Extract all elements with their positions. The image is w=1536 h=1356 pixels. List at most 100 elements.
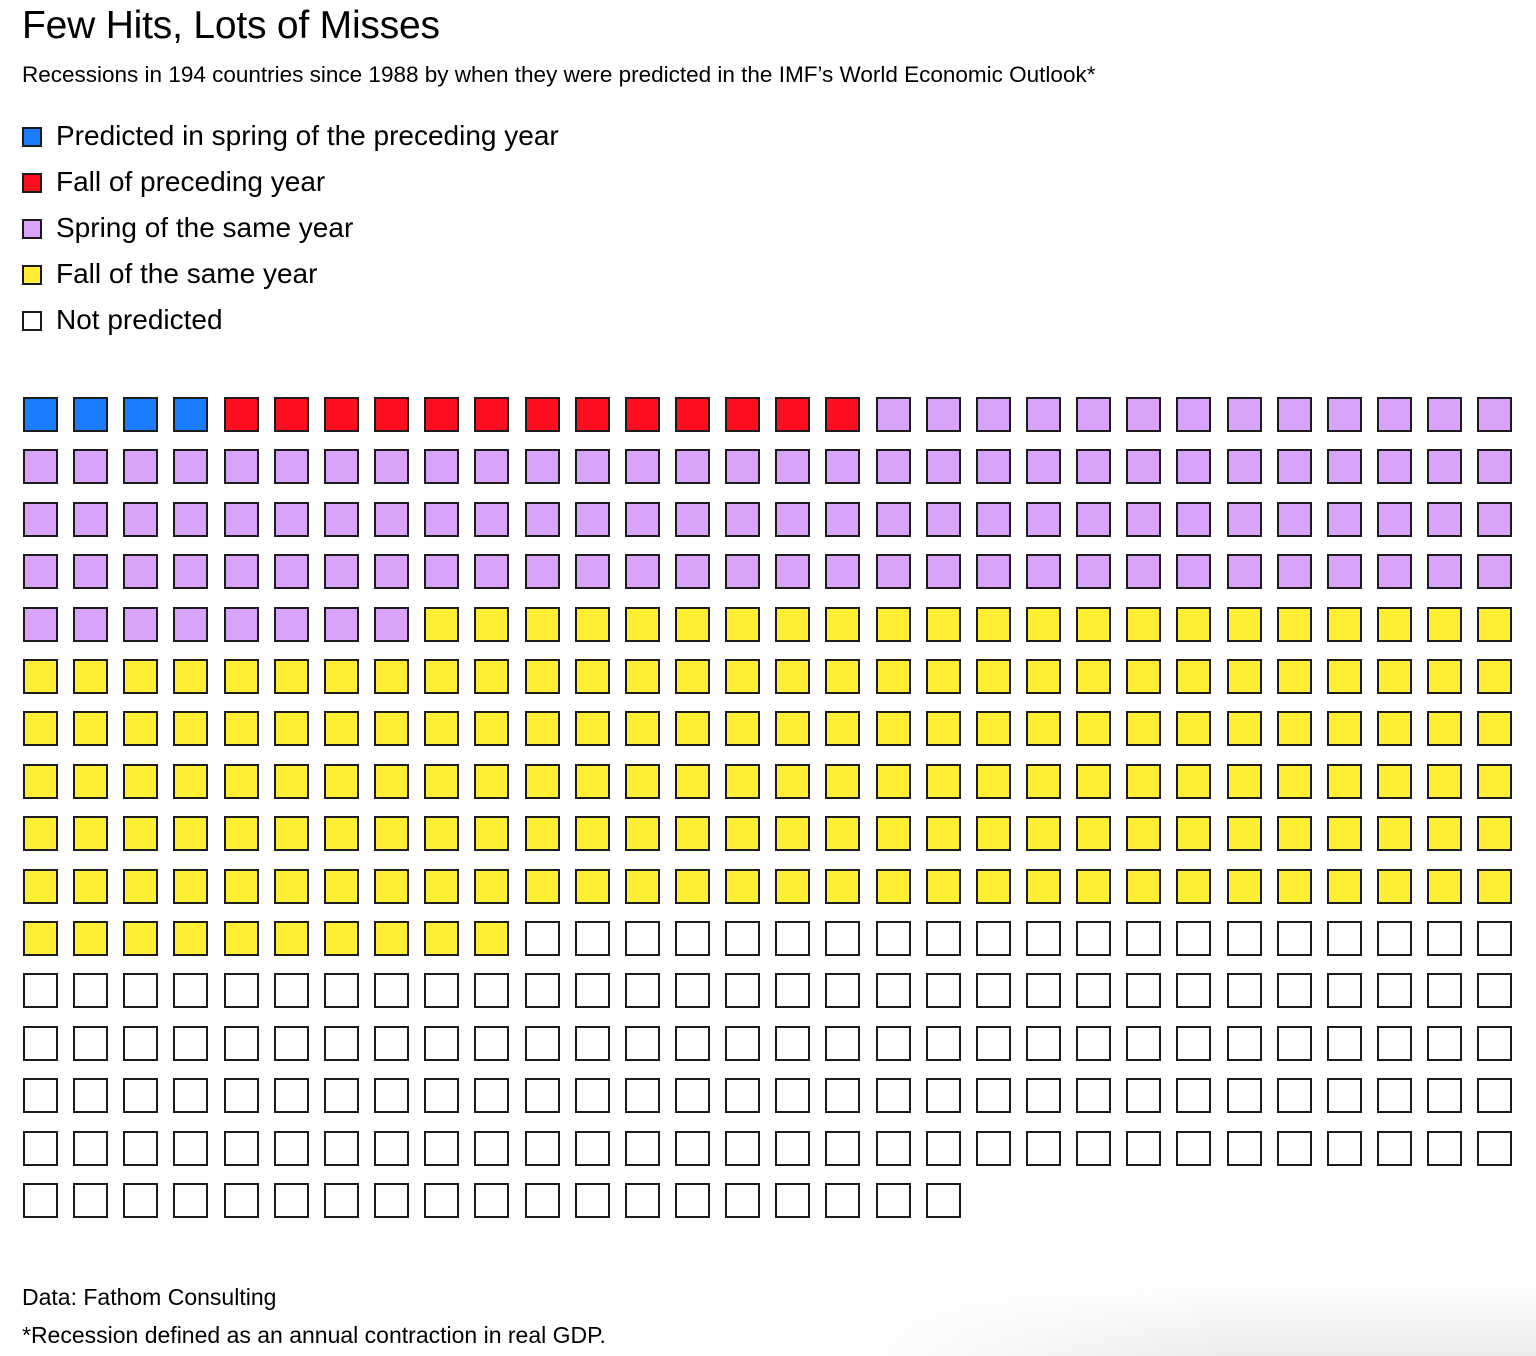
waffle-cell-not-predicted [1176, 1131, 1211, 1166]
waffle-cell-not-predicted [474, 973, 509, 1008]
waffle-cell-not-predicted [274, 1026, 309, 1061]
waffle-cell-spring-same [1227, 449, 1262, 484]
waffle-cell-fall-same [324, 921, 359, 956]
waffle-cell-spring-same [1327, 449, 1362, 484]
waffle-cell-fall-same [1126, 659, 1161, 694]
waffle-cell-fall-same [1076, 711, 1111, 746]
waffle-cell-fall-same [1076, 869, 1111, 904]
waffle-cell-not-predicted [675, 1131, 710, 1166]
waffle-cell-fall-same [73, 869, 108, 904]
waffle-cell-fall-same [1327, 764, 1362, 799]
waffle-cell-fall-same [976, 711, 1011, 746]
waffle-cell-not-predicted [675, 973, 710, 1008]
waffle-cell-fall-same [926, 659, 961, 694]
waffle-cell-fall-same [1126, 607, 1161, 642]
waffle-cell-spring-same [274, 607, 309, 642]
waffle-cell-spring-same [1427, 554, 1462, 589]
waffle-cell-not-predicted [675, 1078, 710, 1113]
waffle-cell-not-predicted [525, 973, 560, 1008]
waffle-cell-not-predicted [825, 1131, 860, 1166]
waffle-cell-not-predicted [1126, 973, 1161, 1008]
waffle-cell-fall-same [675, 711, 710, 746]
waffle-cell-fall-same [625, 607, 660, 642]
waffle-cell-fall-same [825, 816, 860, 851]
waffle-cell-spring-same [675, 449, 710, 484]
waffle-cell-spring-same [73, 607, 108, 642]
waffle-cell-fall-preceding [324, 397, 359, 432]
waffle-cell-fall-same [173, 869, 208, 904]
waffle-cell-fall-same [1377, 816, 1412, 851]
waffle-cell-spring-same [23, 502, 58, 537]
waffle-cell-not-predicted [725, 973, 760, 1008]
waffle-cell-fall-same [825, 659, 860, 694]
waffle-cell-not-predicted [575, 1131, 610, 1166]
waffle-cell-spring-same [1377, 449, 1412, 484]
waffle-cell-fall-same [374, 711, 409, 746]
waffle-cell-not-predicted [1377, 1026, 1412, 1061]
waffle-cell-spring-same [675, 554, 710, 589]
waffle-cell-fall-same [1427, 869, 1462, 904]
waffle-cell-not-predicted [1176, 973, 1211, 1008]
waffle-cell-spring-same [675, 502, 710, 537]
waffle-cell-not-predicted [173, 973, 208, 1008]
waffle-cell-fall-same [1377, 607, 1412, 642]
waffle-cell-spring-same [274, 502, 309, 537]
waffle-cell-fall-same [1277, 869, 1312, 904]
waffle-cell-not-predicted [23, 1026, 58, 1061]
waffle-cell-spring-same [575, 449, 610, 484]
waffle-cell-fall-same [23, 816, 58, 851]
waffle-cell-fall-same [775, 869, 810, 904]
waffle-cell-not-predicted [976, 921, 1011, 956]
waffle-cell-spring-same [1176, 449, 1211, 484]
waffle-cell-fall-same [775, 607, 810, 642]
waffle-cell-not-predicted [1477, 1131, 1512, 1166]
waffle-cell-fall-same [424, 921, 459, 956]
waffle-cell-spring-same [926, 502, 961, 537]
waffle-cell-spring-same [23, 607, 58, 642]
waffle-cell-fall-same [1477, 711, 1512, 746]
waffle-cell-spring-same [1277, 449, 1312, 484]
waffle-cell-not-predicted [1227, 1078, 1262, 1113]
legend-item-spring-preceding: Predicted in spring of the preceding yea… [22, 113, 559, 159]
waffle-cell-fall-same [1477, 764, 1512, 799]
waffle-cell-fall-same [1176, 711, 1211, 746]
waffle-cell-not-predicted [1126, 1078, 1161, 1113]
waffle-cell-not-predicted [1277, 1131, 1312, 1166]
waffle-cell-spring-same [324, 607, 359, 642]
waffle-cell-spring-same [575, 502, 610, 537]
waffle-cell-spring-same [374, 607, 409, 642]
waffle-cell-fall-same [1477, 869, 1512, 904]
waffle-cell-spring-same [224, 502, 259, 537]
waffle-cell-fall-same [123, 764, 158, 799]
waffle-cell-not-predicted [123, 1078, 158, 1113]
waffle-cell-spring-same [1477, 502, 1512, 537]
legend-label: Not predicted [56, 304, 223, 335]
waffle-cell-fall-same [224, 921, 259, 956]
waffle-cell-fall-same [1176, 816, 1211, 851]
waffle-cell-spring-same [73, 554, 108, 589]
waffle-cell-spring-same [324, 449, 359, 484]
waffle-cell-not-predicted [1377, 973, 1412, 1008]
waffle-cell-fall-same [625, 869, 660, 904]
waffle-cell-not-predicted [424, 1078, 459, 1113]
waffle-cell-fall-same [1427, 816, 1462, 851]
waffle-cell-fall-same [1427, 764, 1462, 799]
waffle-cell-spring-same [1026, 449, 1061, 484]
legend-item-not-predicted: Not predicted [22, 297, 559, 343]
waffle-cell-not-predicted [876, 1026, 911, 1061]
waffle-cell-fall-same [474, 659, 509, 694]
waffle-cell-not-predicted [525, 1026, 560, 1061]
waffle-cell-not-predicted [876, 1183, 911, 1218]
waffle-cell-fall-same [474, 764, 509, 799]
waffle-cell-fall-same [1377, 659, 1412, 694]
waffle-cell-not-predicted [675, 1026, 710, 1061]
waffle-cell-not-predicted [1327, 1078, 1362, 1113]
waffle-cell-fall-same [1427, 607, 1462, 642]
waffle-cell-spring-same [23, 449, 58, 484]
waffle-cell-spring-same [625, 449, 660, 484]
waffle-cell-fall-same [1126, 816, 1161, 851]
waffle-cell-not-predicted [725, 1131, 760, 1166]
waffle-cell-spring-same [424, 554, 459, 589]
waffle-cell-not-predicted [1427, 1131, 1462, 1166]
waffle-cell-not-predicted [1377, 1078, 1412, 1113]
